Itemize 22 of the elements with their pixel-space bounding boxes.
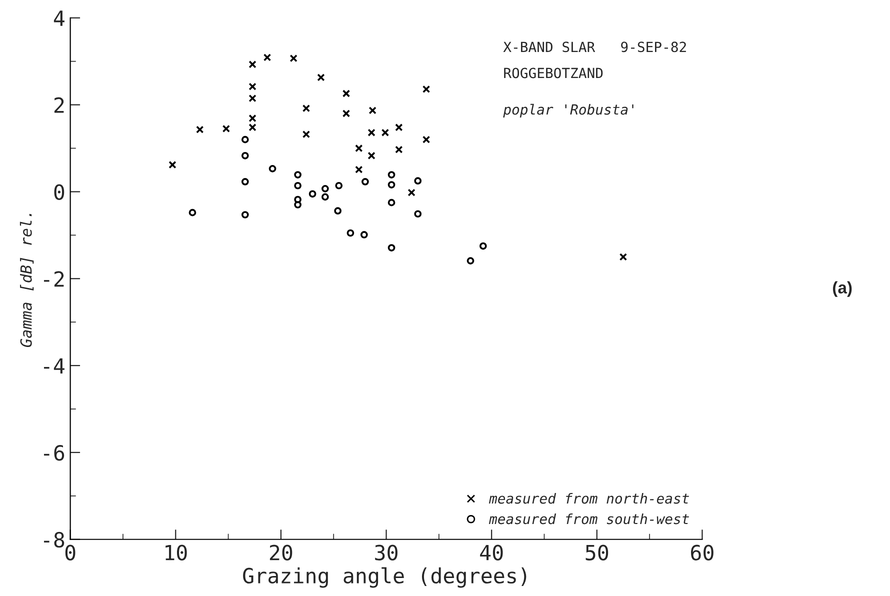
y-tick-label: 2 [54,97,64,113]
x-tick-label: 40 [480,544,503,560]
x-tick-label: 0 [65,544,76,560]
x-tick-label: 60 [691,544,714,560]
legend-label: measured from north-east [488,492,689,504]
text: (a) [832,281,852,297]
y-tick-label: -4 [44,358,64,374]
y-tick-label: 4 [54,10,64,26]
annotation: X-BAND SLAR 9-SEP-82 [503,42,686,52]
legend-label: measured from south-west [488,513,689,524]
x-tick-label: 20 [270,544,292,560]
annotation: ROGGEBOTZAND [504,68,603,78]
x-tick-label: 30 [375,544,398,560]
x-tick-label: 50 [586,544,608,560]
y-tick-label: -6 [44,444,64,461]
x-tick-label: 10 [166,544,187,560]
y-axis-title: Gamma [dB] rel. [20,214,34,348]
y-tick-label: 0 [54,184,64,200]
y-tick-label: -8 [44,532,64,548]
annotation: poplar 'Robusta' [503,104,634,118]
y-tick-label: -2 [44,271,64,287]
x-axis-title: Grazing angle (degrees) [243,567,526,588]
